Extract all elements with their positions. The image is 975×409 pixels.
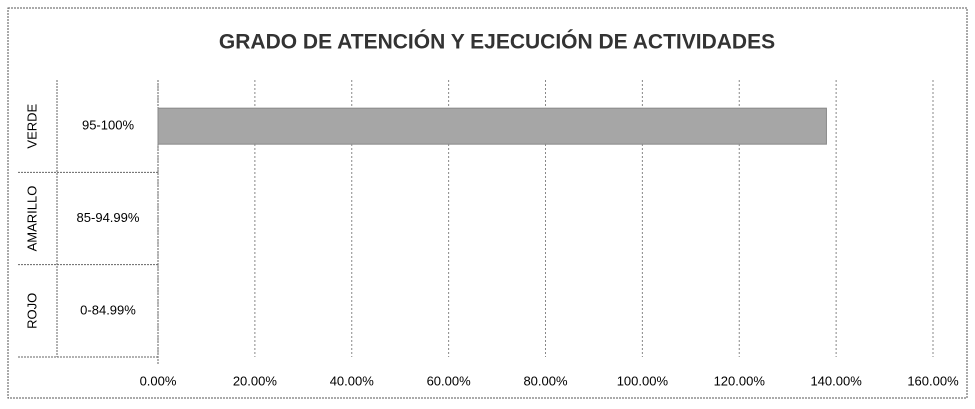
x-tick-label: 20.00% (233, 373, 278, 388)
x-tick-label: 0.00% (140, 373, 177, 388)
x-tick-label: 60.00% (427, 373, 472, 388)
x-tick-label: 140.00% (810, 373, 862, 388)
category-group-label: AMARILLO (24, 186, 39, 252)
category-group-label: ROJO (24, 293, 39, 329)
y-tick-label: 0-84.99% (80, 302, 136, 317)
y-tick-label: 95-100% (82, 118, 134, 133)
y-tick-label: 85-94.99% (77, 210, 140, 225)
x-tick-label: 120.00% (714, 373, 766, 388)
x-tick-label: 40.00% (330, 373, 375, 388)
x-tick-label: 80.00% (523, 373, 568, 388)
chart-title: GRADO DE ATENCIÓN Y EJECUCIÓN DE ACTIVID… (219, 30, 775, 54)
bar (157, 107, 827, 145)
x-tick-label: 160.00% (907, 373, 959, 388)
x-tick-label: 100.00% (617, 373, 669, 388)
chart-border (7, 7, 968, 399)
category-group-label: VERDE (24, 103, 39, 148)
